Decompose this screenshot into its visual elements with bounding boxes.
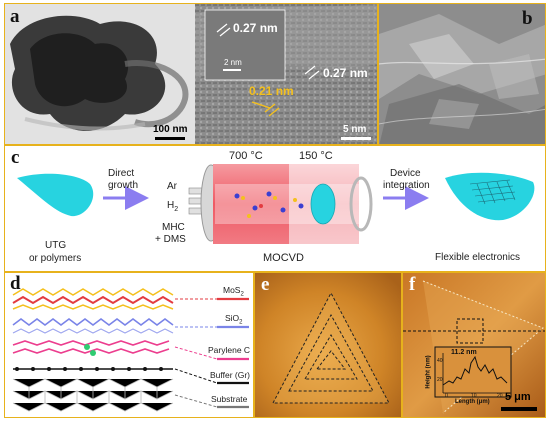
panel-c-label: c [11, 147, 20, 168]
inset-xlabel: Length (μm) [455, 399, 490, 405]
step-direct-growth-2: growth [108, 180, 139, 191]
step-device-integration-2: integration [383, 180, 430, 191]
panel-a-label: a [10, 6, 20, 27]
temp-hot: 700 °C [229, 150, 263, 162]
layer-label-parylene: Parylene C [208, 345, 251, 355]
gas-mhc: MHC [162, 222, 185, 233]
height-profile-inset [434, 346, 512, 398]
height-profile-line [442, 355, 508, 386]
panel-a-graphic [5, 4, 377, 144]
panel-d-label: d [10, 273, 21, 294]
inset-ylabel: Height (nm) [425, 355, 432, 389]
panel-c-schematic [17, 164, 535, 244]
scale-label-f: 5 μm [505, 391, 531, 403]
panel-f-label: f [409, 274, 416, 295]
result-label: Flexible electronics [435, 252, 521, 263]
lattice-markers-white [216, 23, 320, 80]
panel-b: b [378, 3, 546, 145]
step-direct-growth-1: Direct [108, 168, 135, 179]
hrtem-inset [204, 9, 286, 81]
panel-a: a 0.27 nm 0.27 nm 0.21 nm 2 nm 100 nm 5 … [4, 3, 378, 145]
gas-dms: + DMS [155, 234, 186, 245]
triangle-core [315, 350, 347, 370]
panel-e-afm [255, 273, 401, 417]
substrate-label-1: UTG [45, 240, 67, 251]
panel-f-afm [403, 273, 545, 417]
substrate-label-2: or polymers [29, 253, 82, 264]
inset-xtick-20: 20 [497, 393, 503, 399]
inset-xtick-0: 0 [445, 393, 448, 399]
scale-label-a-left: 100 nm [153, 124, 188, 135]
panel-d-layers [12, 288, 249, 412]
scalebar-a-inset [223, 69, 241, 71]
panel-f: f 11.2 nm 40 20 0 10 20 Length (μm) Heig… [402, 272, 546, 418]
layer-substrate-lattice [12, 378, 174, 412]
reactor-tube-end [349, 176, 373, 232]
gas-h2: H2 [167, 200, 179, 213]
layer-label-buffer: Buffer (Gr) [210, 370, 250, 380]
inset-height-value: 11.2 nm [451, 349, 477, 356]
layer-graphene-atoms [13, 367, 173, 371]
substrate-in-reactor [310, 183, 336, 225]
lattice-spacing-3: 0.21 nm [249, 84, 294, 98]
zoom-box [456, 318, 484, 344]
lattice-spacing-2: 0.27 nm [323, 66, 368, 80]
lattice-spacing-1: 0.27 nm [233, 21, 278, 35]
furnace-label: MOCVD [263, 252, 304, 264]
panel-b-sem [379, 4, 545, 144]
inset-xtick-10: 10 [471, 393, 477, 399]
triangle-outer [272, 291, 390, 404]
step-device-integration-1: Device [390, 168, 421, 179]
panel-e: e [254, 272, 402, 418]
furnace-hot-zone [213, 164, 289, 244]
tem-particle-core [30, 33, 129, 107]
scalebar-f [501, 407, 537, 411]
temp-cold: 150 °C [299, 150, 333, 162]
flexible-device-shape [445, 172, 535, 221]
layer-mos2-atoms [12, 288, 174, 310]
device-grid [469, 179, 516, 205]
scale-label-a-right: 5 nm [343, 124, 367, 135]
layer-label-substrate: Substrate [211, 394, 248, 404]
layer-parylene-chains [12, 340, 170, 356]
layer-sio2-atoms [12, 318, 174, 334]
inset-ytick-40: 40 [437, 358, 443, 364]
scalebar-a-left [155, 137, 185, 140]
layer-label-mos2: MoS2 [223, 285, 244, 298]
precursor-molecules [234, 191, 304, 218]
scalebar-a-right [341, 137, 371, 140]
panel-e-label: e [261, 274, 270, 295]
substrate-shape [17, 173, 94, 217]
inset-ytick-20: 20 [437, 377, 443, 383]
triangle-middle [288, 313, 374, 392]
triangle-inner [304, 334, 358, 380]
scale-label-a-inset: 2 nm [224, 58, 242, 67]
panel-b-label: b [522, 8, 533, 29]
gas-ar: Ar [167, 181, 177, 192]
panel-c: c UTG or polymers Direct growth Ar H2 MH… [4, 145, 546, 272]
layer-label-sio2: SiO2 [225, 313, 243, 326]
lattice-markers-yellow [251, 101, 280, 117]
panel-d: d MoS2 SiO2 Parylene C Buffer (Gr) Subst… [4, 272, 254, 418]
